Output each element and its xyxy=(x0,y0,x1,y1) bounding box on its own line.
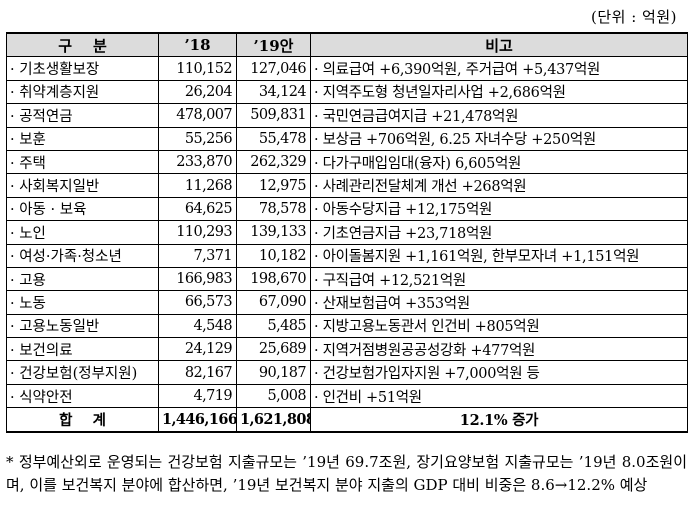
row-note: 기초연금지급 +23,718억원 xyxy=(310,220,688,245)
row-note: 건강보험가입자지원 +7,000억원 등 xyxy=(310,360,688,385)
row-value-2019: 67,090 xyxy=(236,290,311,315)
row-value-2019: 5,008 xyxy=(236,383,311,409)
row-note: 인건비 +51억원 xyxy=(310,383,688,409)
row-note: 지역주도형 청년일자리사업 +2,686억원 xyxy=(310,79,688,105)
row-note: 아이돌봄지원 +1,161억원, 한부모자녀 +1,151억원 xyxy=(310,243,688,268)
row-category: 고용 xyxy=(6,266,159,292)
row-value-2018: 166,983 xyxy=(158,266,237,292)
budget-table: 구 분 ’18 ’19안 비고 기초생활보장110,152127,046의료급여… xyxy=(6,32,688,433)
unit-label: (단위 : 억원) xyxy=(591,8,677,26)
row-category: 공적연금 xyxy=(6,103,159,128)
row-value-2019: 10,182 xyxy=(236,243,311,268)
row-value-2018: 66,573 xyxy=(158,290,237,315)
row-category: 고용노동일반 xyxy=(6,313,159,339)
row-value-2019: 262,329 xyxy=(236,149,311,175)
row-note: 지역거점병원공공성강화 +477억원 xyxy=(310,337,688,362)
total-note: 12.1% 증가 xyxy=(310,407,688,433)
row-category: 주택 xyxy=(6,149,159,175)
footnote: * 정부예산외로 운영되는 건강보험 지출규모는 ’19년 69.7조원, 장기… xyxy=(6,453,687,494)
row-note: 지방고용노동관서 인건비 +805억원 xyxy=(310,313,688,339)
row-value-2019: 139,133 xyxy=(236,220,311,245)
row-value-2018: 55,256 xyxy=(158,126,237,151)
row-note: 사례관리전달체계 개선 +268억원 xyxy=(310,173,688,198)
row-value-2018: 26,204 xyxy=(158,79,237,105)
row-category: 여성·가족·청소년 xyxy=(6,243,159,268)
row-value-2019: 90,187 xyxy=(236,360,311,385)
row-category: 보건의료 xyxy=(6,337,159,362)
row-value-2019: 78,578 xyxy=(236,196,311,222)
header-category: 구 분 xyxy=(6,32,159,58)
row-value-2018: 233,870 xyxy=(158,149,237,175)
total-row: 합 계 1,446,166 1,621,808 12.1% 증가 xyxy=(6,407,688,433)
row-value-2019: 55,478 xyxy=(236,126,311,151)
row-value-2018: 4,719 xyxy=(158,383,237,409)
row-note: 산재보험급여 +353억원 xyxy=(310,290,688,315)
row-category: 보훈 xyxy=(6,126,159,151)
row-note: 국민연금급여지급 +21,478억원 xyxy=(310,103,688,128)
row-category: 건강보험(정부지원) xyxy=(6,360,159,385)
row-value-2018: 110,293 xyxy=(158,220,237,245)
row-note: 보상금 +706억원, 6.25 자녀수당 +250억원 xyxy=(310,126,688,151)
row-note: 의료급여 +6,390억원, 주거급여 +5,437억원 xyxy=(310,56,688,81)
row-value-2019: 198,670 xyxy=(236,266,311,292)
row-value-2019: 5,485 xyxy=(236,313,311,339)
row-note: 다가구매입임대(융자) 6,605억원 xyxy=(310,149,688,175)
row-value-2018: 110,152 xyxy=(158,56,237,81)
header-2018: ’18 xyxy=(158,32,237,58)
total-2019: 1,621,808 xyxy=(236,407,311,433)
row-category: 사회복지일반 xyxy=(6,173,159,198)
row-category: 기초생활보장 xyxy=(6,56,159,81)
table-header-row: 구 분 ’18 ’19안 비고 xyxy=(6,32,688,58)
total-label: 합 계 xyxy=(6,407,159,433)
row-category: 취약계층지원 xyxy=(6,79,159,105)
row-value-2018: 4,548 xyxy=(158,313,237,339)
header-note: 비고 xyxy=(310,32,688,58)
row-note: 구직급여 +12,521억원 xyxy=(310,266,688,292)
row-value-2019: 12,975 xyxy=(236,173,311,198)
row-category: 노동 xyxy=(6,290,159,315)
row-value-2018: 478,007 xyxy=(158,103,237,128)
row-value-2019: 34,124 xyxy=(236,79,311,105)
row-value-2018: 11,268 xyxy=(158,173,237,198)
row-value-2019: 127,046 xyxy=(236,56,311,81)
row-category: 아동 · 보육 xyxy=(6,196,159,222)
row-value-2019: 25,689 xyxy=(236,337,311,362)
header-2019: ’19안 xyxy=(236,32,311,58)
row-note: 아동수당지급 +12,175억원 xyxy=(310,196,688,222)
row-value-2018: 24,129 xyxy=(158,337,237,362)
row-value-2019: 509,831 xyxy=(236,103,311,128)
row-value-2018: 82,167 xyxy=(158,360,237,385)
row-value-2018: 7,371 xyxy=(158,243,237,268)
row-category: 노인 xyxy=(6,220,159,245)
total-2018: 1,446,166 xyxy=(158,407,237,433)
row-value-2018: 64,625 xyxy=(158,196,237,222)
row-category: 식약안전 xyxy=(6,383,159,409)
